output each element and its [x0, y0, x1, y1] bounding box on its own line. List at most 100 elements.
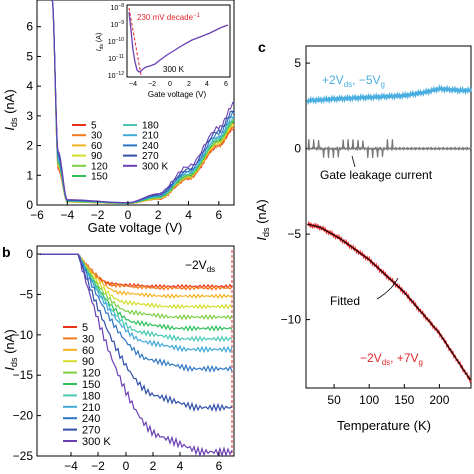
panel-b-y-ticks: 0 −5 −10 −15 −20 −25 — [13, 247, 41, 463]
panel-a-legend-label: 90 — [91, 151, 103, 162]
panel-b-y-tick-label: −25 — [13, 449, 34, 463]
panel-a-legend-label: 60 — [91, 141, 103, 152]
panel-a-series-240 — [51, 0, 235, 204]
panel-a-x-tick-label: −2 — [91, 208, 105, 222]
panel-c-series-bottom — [307, 220, 472, 384]
panel-c-fitted-pointer — [376, 277, 399, 300]
panel-b-label: b — [2, 244, 11, 260]
inset-x-tick-4: 2 — [187, 81, 191, 88]
panel-c-gate-label: Gate leakage current — [320, 168, 433, 182]
panel-b-legend-label: 270 — [82, 425, 100, 437]
panel-a-legend-label: 300 K — [142, 161, 168, 172]
panel-a-frame — [36, 0, 235, 206]
inset-x-tick-2: −2 — [148, 81, 156, 88]
panel-a-legend-label: 270 — [142, 151, 159, 162]
panel-c-top-label: +2Vds, −5Vg — [322, 73, 385, 89]
panel-b-y-tick-label: −5 — [19, 287, 33, 301]
panel-c-curves — [306, 83, 472, 384]
panel-b-y-axis-label: Ids (nA) — [2, 329, 19, 370]
panel-c-x-axis-label: Temperature (K) — [337, 418, 431, 433]
panel-b-x-tick-label: −2 — [91, 459, 105, 473]
panel-a-legend-label: 120 — [91, 161, 108, 172]
panel-c-fitted-label: Fitted — [330, 294, 360, 308]
inset-y-ticks: 10−8 10−9 10−10 10−11 10−12 — [108, 3, 124, 80]
panel-b-y-tick-label: −10 — [13, 328, 34, 342]
panel-a-legend-label: 150 — [91, 172, 108, 183]
panel-b-x-tick-label: 2 — [150, 459, 157, 473]
panel-a-y-tick-label: 4 — [26, 79, 33, 93]
panel-b-x-tick-label: 4 — [177, 459, 184, 473]
inset-x-axis-label: Gate voltage (V) — [148, 90, 207, 99]
panel-b-annotation: −2Vds — [185, 258, 215, 274]
panel-a-x-tick-label: −6 — [30, 208, 44, 222]
panel-b-legend-label: 30 — [82, 333, 94, 345]
panel-a-x-tick-label: 0 — [125, 208, 132, 222]
panel-c-x-tick-label: 100 — [359, 393, 379, 407]
panel-c-series-fit — [307, 223, 471, 381]
panel-b-curves — [40, 253, 233, 458]
panel-c-x-tick-label: 150 — [394, 393, 414, 407]
inset-y-tick-4: 10−11 — [108, 54, 124, 63]
panel-a: 0 1 2 3 4 5 6 −6 −4 −2 0 2 4 6 Gate voltage (V) Ids … — [2, 0, 235, 235]
panel-c-y-tick-label: −10 — [281, 313, 302, 327]
panel-c-y-tick-label: −5 — [287, 227, 301, 241]
panel-a-x-tick-label: 4 — [185, 208, 192, 222]
panel-c-y-tick-label: 5 — [294, 56, 301, 70]
inset: 10−8 10−9 10−10 10−11 10−12 Ids (A) −4 −… — [96, 3, 231, 99]
inset-temperature-label: 300 K — [163, 65, 185, 74]
panel-b-y-tick-label: −20 — [13, 409, 34, 423]
panel-b-legend-label: 60 — [82, 345, 94, 357]
panel-a-y-tick-label: 1 — [26, 168, 33, 182]
panel-a-y-axis-label-unit: (nA) — [2, 89, 17, 117]
panel-b-legend-label: 240 — [82, 413, 100, 425]
panel-a-legend-label: 210 — [142, 131, 159, 142]
panel-c-series-top — [306, 83, 472, 106]
inset-x-ticks: −4 −2 0 2 4 6 — [129, 81, 228, 88]
panel-b-frame — [36, 245, 235, 457]
panel-b-x-tick-label: −4 — [64, 459, 78, 473]
inset-x-tick-5: 4 — [205, 81, 209, 88]
panel-c-y-tick-label: 0 — [294, 142, 301, 156]
inset-y-tick-2: 10−9 — [111, 20, 125, 29]
inset-curve — [128, 11, 229, 73]
panel-a-y-tick-label: 3 — [26, 109, 33, 123]
panel-c-bottom-label: −2Vds, +7Vg — [360, 351, 423, 367]
panel-a-x-tick-label: 2 — [155, 208, 162, 222]
inset-annotation: 230 mV decade−1 — [137, 13, 201, 22]
panel-a-series-300-K — [51, 0, 235, 204]
panel-c-frame — [305, 45, 472, 389]
panel-a-y-axis-label-main: I — [2, 127, 17, 131]
panel-b-x-ticks: −4 −2 0 2 4 6 — [64, 452, 223, 473]
panel-b-legend-label: 5 — [82, 322, 88, 334]
panel-c-series-gate — [306, 139, 472, 159]
panel-a-y-ticks: 0 1 2 3 4 5 6 — [26, 20, 41, 212]
panel-b: b 0−5−10−15−20−25 −4 −2 0 2 4 6 −2Vds Ids (nA… — [2, 244, 235, 473]
panel-a-x-tick-label: 6 — [216, 208, 223, 222]
panel-a-legend-label: 180 — [142, 121, 159, 132]
panel-a-x-axis-label: Gate voltage (V) — [88, 220, 183, 235]
panel-c-y-axis-label: Ids (nA) — [254, 199, 271, 240]
panel-b-legend-label: 210 — [82, 402, 100, 414]
panel-c-y-ticks: 5 0 −5 −10 — [281, 56, 310, 327]
panel-c-x-ticks: 50 100 150 200 — [327, 384, 450, 407]
panel-b-y-tick-label: 0 — [26, 247, 33, 261]
panel-b-legend-label: 300 K — [82, 436, 111, 448]
panel-b-series-270 — [40, 253, 233, 413]
panel-b-series-300-K — [40, 253, 233, 458]
panel-a-y-axis-label: Ids (nA) — [2, 89, 19, 130]
panel-c-label: c — [258, 39, 266, 55]
panel-b-legend-label: 150 — [82, 379, 100, 391]
inset-y-tick-5: 10−12 — [108, 71, 124, 80]
inset-x-tick-1: −4 — [129, 81, 137, 88]
inset-x-tick-3: 0 — [168, 81, 172, 88]
panel-a-y-tick-label: 6 — [26, 20, 33, 34]
panel-b-x-tick-label: 0 — [123, 459, 130, 473]
inset-frame — [126, 4, 231, 78]
panel-b-legend-label: 90 — [82, 356, 94, 368]
panel-c: c 50−5−10 50 100 150 200 Temperature (K) Id… — [254, 39, 472, 433]
panel-c-x-tick-label: 50 — [327, 393, 341, 407]
panel-a-y-tick-label: 2 — [26, 139, 33, 153]
